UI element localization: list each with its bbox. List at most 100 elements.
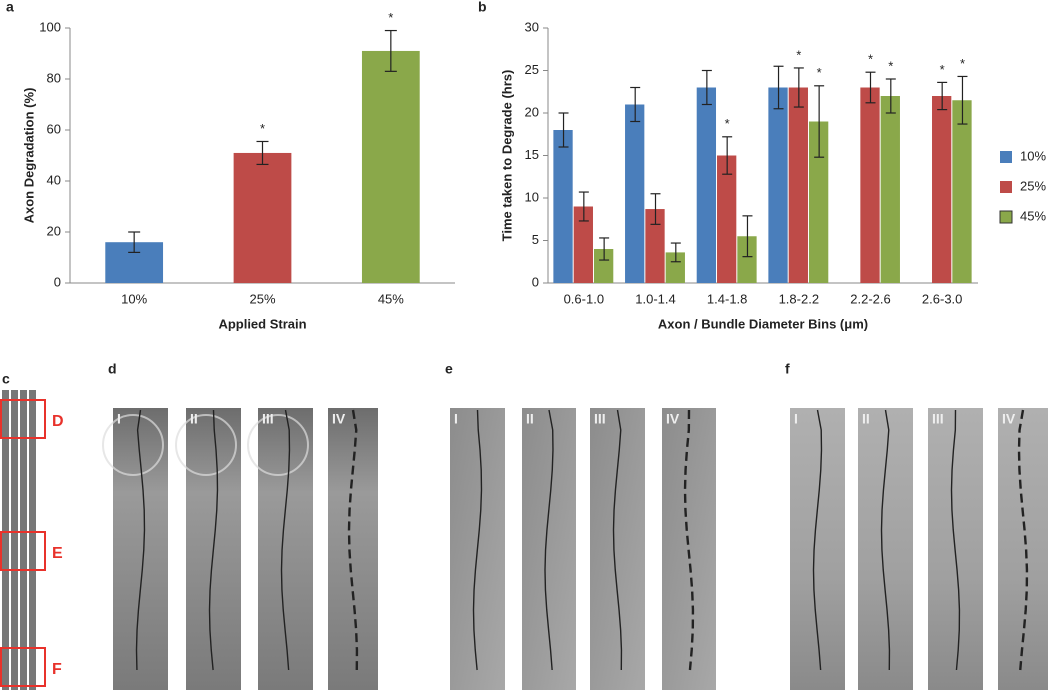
y-tick-label: 0 (532, 274, 539, 289)
legend-swatch (1000, 181, 1012, 193)
region-box (0, 647, 46, 687)
y-tick-label: 15 (525, 147, 539, 162)
y-tick-label: 40 (47, 172, 61, 187)
panel-label: e (445, 361, 453, 377)
x-tick-label: 1.4-1.8 (707, 291, 747, 306)
panel-label: c (2, 371, 10, 387)
frame-label: II (862, 411, 870, 427)
y-tick-label: 20 (525, 104, 539, 119)
axon (1017, 409, 1029, 671)
bar (696, 87, 717, 283)
significance: * (260, 121, 265, 136)
region-box (0, 399, 46, 439)
micrograph (662, 408, 716, 690)
legend-label: 45% (1020, 208, 1046, 223)
significance: * (940, 62, 945, 77)
micrograph (590, 408, 645, 690)
significance: * (960, 56, 965, 71)
frame-label: III (262, 411, 274, 427)
micrograph (328, 408, 378, 690)
bar (737, 236, 757, 283)
frame-label: I (117, 411, 121, 427)
significance: * (868, 52, 873, 67)
bar (880, 96, 900, 283)
y-axis-label: Time taken to Degrade (hrs) (499, 70, 514, 242)
frame-label: III (932, 411, 944, 427)
y-tick-label: 100 (39, 19, 61, 34)
frame-label: IV (666, 411, 680, 427)
frame-label: II (526, 411, 534, 427)
axon (135, 409, 146, 671)
bar (233, 152, 292, 283)
legend-swatch (999, 210, 1013, 224)
bar (665, 252, 685, 283)
x-tick-label: 2.6-3.0 (922, 291, 962, 306)
strip (2, 390, 9, 690)
micrograph (113, 408, 168, 690)
frame-label: IV (332, 411, 346, 427)
axon (472, 409, 483, 671)
legend-label: 25% (1020, 178, 1046, 193)
x-tick-label: 10% (121, 291, 147, 306)
axon (683, 409, 695, 671)
y-tick-label: 30 (525, 19, 539, 34)
axon (880, 409, 891, 671)
bar (932, 96, 952, 283)
bar (808, 121, 829, 283)
x-tick-label: 25% (249, 291, 275, 306)
ring (247, 414, 309, 476)
panel-label: a (6, 0, 14, 15)
axon (544, 409, 554, 671)
bar (625, 104, 645, 283)
significance: * (888, 58, 893, 73)
x-tick-label: 2.2-2.6 (850, 291, 890, 306)
frame-label: I (794, 411, 798, 427)
frame-label: II (190, 411, 198, 427)
y-tick-label: 5 (532, 232, 539, 247)
axon (347, 409, 359, 671)
y-axis-label: Axon Degradation (%) (21, 88, 36, 224)
bar (788, 87, 808, 283)
bar (768, 87, 788, 283)
x-axis-label: Axon / Bundle Diameter Bins (μm) (658, 316, 868, 331)
bar (717, 155, 737, 283)
frame-label: I (454, 411, 458, 427)
x-axis-label: Applied Strain (218, 316, 306, 331)
y-tick-label: 20 (47, 223, 61, 238)
bar (860, 87, 880, 283)
significance: * (817, 65, 822, 80)
axon (812, 409, 823, 671)
bar (361, 50, 420, 284)
y-tick-label: 25 (525, 62, 539, 77)
ring (102, 414, 164, 476)
ring (175, 414, 237, 476)
y-tick-label: 60 (47, 121, 61, 136)
micrograph (522, 408, 576, 690)
micrograph (790, 408, 845, 690)
x-tick-label: 0.6-1.0 (564, 291, 604, 306)
axon (612, 409, 623, 671)
bar (593, 249, 614, 283)
micrograph (258, 408, 313, 690)
strip (29, 390, 36, 690)
region-label: D (52, 413, 64, 430)
legend-label: 10% (1020, 148, 1046, 163)
bar (645, 209, 665, 283)
x-tick-label: 1.0-1.4 (635, 291, 675, 306)
significance: * (796, 47, 801, 62)
bar (553, 130, 573, 283)
axon (208, 409, 219, 671)
region-label: E (52, 545, 63, 562)
frame-label: IV (1002, 411, 1016, 427)
y-tick-label: 80 (47, 70, 61, 85)
axon (950, 409, 961, 671)
legend-swatch (1000, 151, 1012, 163)
bar (952, 100, 972, 283)
micrograph (858, 408, 913, 690)
region-label: F (52, 661, 62, 678)
region-box (0, 531, 46, 571)
strip (11, 390, 18, 690)
y-tick-label: 10 (525, 189, 539, 204)
panel-label: b (478, 0, 487, 15)
